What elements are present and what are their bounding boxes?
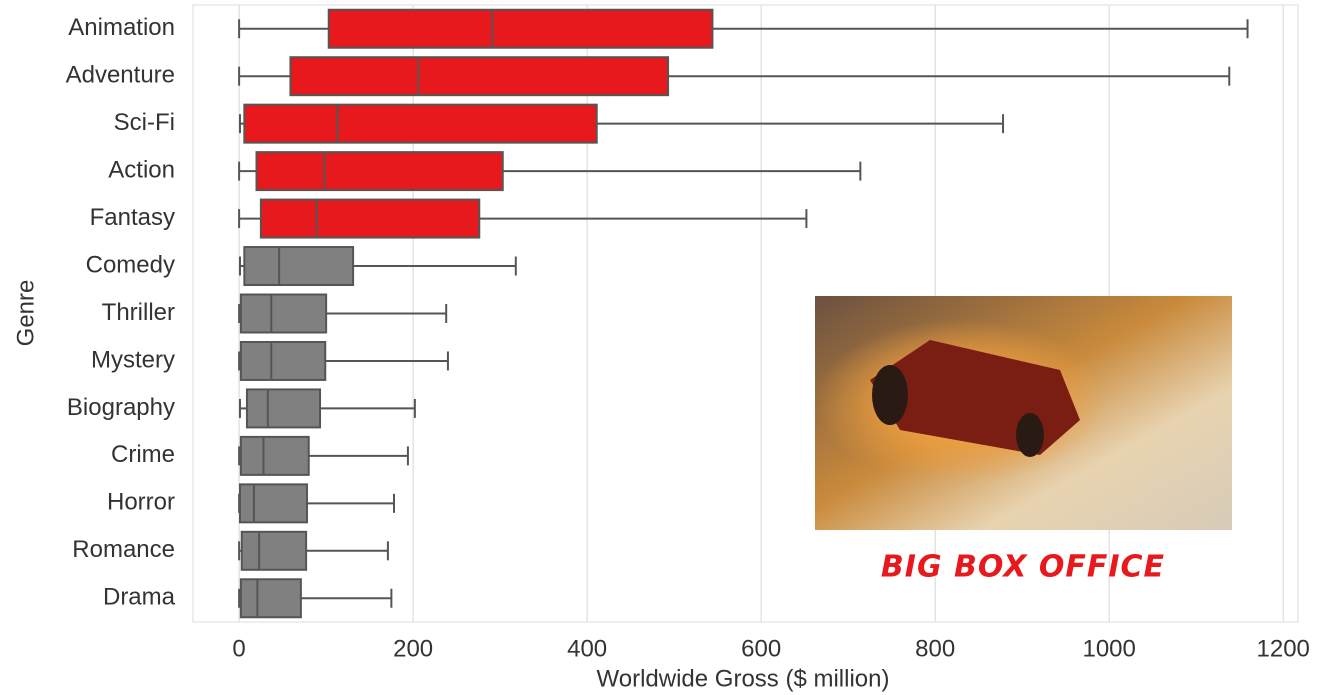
y-axis-label: Genre — [12, 280, 39, 347]
y-tick-label: Biography — [67, 394, 175, 421]
box — [255, 151, 504, 192]
box — [243, 246, 355, 287]
x-axis-label: Worldwide Gross ($ million) — [597, 665, 890, 692]
box — [327, 8, 714, 49]
boxes — [238, 8, 1249, 619]
x-tick-label: 1000 — [1082, 635, 1135, 662]
photo — [815, 296, 1232, 530]
box — [240, 530, 308, 571]
y-tick-label: Thriller — [102, 299, 175, 326]
x-tick-label: 200 — [393, 635, 433, 662]
photo-wheel — [1016, 413, 1044, 457]
box — [239, 293, 328, 334]
y-tick-label: Crime — [111, 441, 175, 468]
y-tick-label: Action — [108, 156, 175, 183]
x-tick-label: 800 — [915, 635, 955, 662]
annotation: BIG BOX OFFICE — [881, 550, 1165, 585]
y-tick-label: Romance — [72, 536, 175, 563]
x-tick-label: 1200 — [1257, 635, 1310, 662]
y-tick-label: Horror — [107, 489, 175, 516]
box — [239, 435, 310, 476]
box — [259, 198, 481, 239]
x-tick-label: 0 — [232, 635, 245, 662]
box — [289, 56, 670, 97]
box — [239, 578, 302, 619]
x-tick-label: 600 — [741, 635, 781, 662]
x-tick-label: 400 — [567, 635, 607, 662]
y-tick-label: Sci-Fi — [114, 109, 175, 136]
box — [243, 103, 598, 144]
photo-wheel — [872, 365, 908, 425]
box — [238, 483, 308, 524]
y-tick-label: Mystery — [91, 346, 175, 373]
y-tick-label: Fantasy — [90, 204, 175, 231]
box — [239, 340, 327, 381]
y-tick-label: Animation — [68, 14, 175, 41]
y-tick-label: Adventure — [66, 62, 175, 89]
y-tick-label: Comedy — [86, 251, 175, 278]
box — [245, 388, 322, 429]
y-tick-label: Drama — [103, 584, 176, 611]
